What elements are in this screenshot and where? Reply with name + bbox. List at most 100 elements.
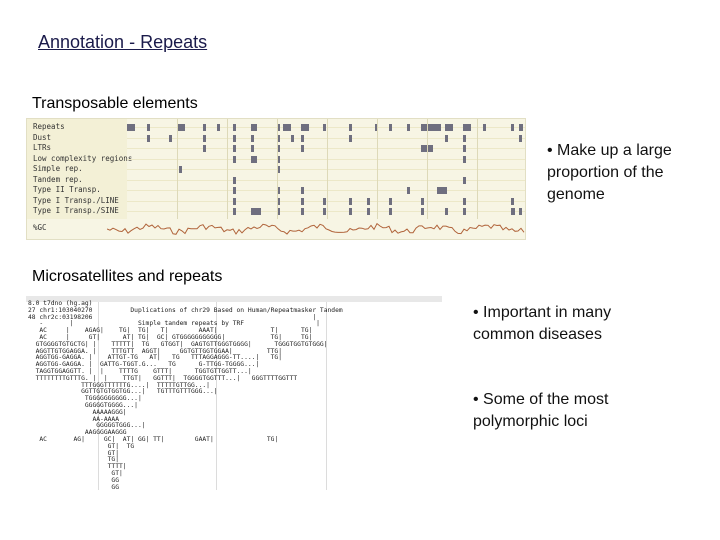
track-row <box>127 196 525 206</box>
track-row <box>127 122 525 132</box>
repeat-feature-block <box>277 187 280 194</box>
alignment-line: 27 chr1:103040270 Duplications of chr29 … <box>28 306 343 314</box>
repeat-feature-block <box>233 134 236 142</box>
repeat-feature-block <box>421 208 424 215</box>
track-grid-line <box>277 119 278 219</box>
repeat-feature-block <box>277 197 280 205</box>
track-row <box>127 154 525 164</box>
repeat-feature-block <box>217 124 220 131</box>
alignment-divider <box>326 302 327 490</box>
repeat-feature-block <box>301 145 304 152</box>
track-label-column <box>27 119 127 219</box>
bullet-line: proportion of the <box>547 164 664 181</box>
repeat-feature-block <box>291 134 294 142</box>
repeat-feature-block <box>127 124 135 131</box>
repeat-feature-block <box>519 134 522 142</box>
repeat-feature-block <box>233 145 236 152</box>
microsatellite-alignment-figure: 8.0 t7dno (hg.ag) 27 chr1:103040270 Dupli… <box>26 296 442 490</box>
track-label: Tandem rep. <box>33 174 83 184</box>
track-label: Type I Transp./LINE <box>33 195 119 205</box>
track-baseline <box>127 190 525 191</box>
repeat-feature-block <box>301 197 304 205</box>
alignment-line: AGGTTGTGGAGGA. | TTTGTT AGGT| GGTGTTGGTG… <box>28 347 283 355</box>
alignment-line: AC AG| GC| AT| GG| TT| GAAT| TG| <box>28 436 279 443</box>
repeat-feature-block <box>519 124 523 131</box>
alignment-line: AGGTGG-GAGGA. | ATTGT-TG AT| TG TTTAGGAG… <box>28 354 283 362</box>
repeat-feature-block <box>277 134 280 142</box>
track-grid-line <box>377 119 378 219</box>
repeat-feature-block <box>277 124 280 131</box>
alignment-line: GTGGGGTGTGCTG| | TTTTT| TG GTGGT| GAGTGT… <box>28 340 328 348</box>
track-label: Type I Transp./SINE <box>33 206 119 215</box>
repeat-feature-block <box>169 134 172 142</box>
repeat-feature-block <box>233 208 236 215</box>
repeat-feature-block <box>323 124 326 131</box>
repeat-feature-block <box>437 187 447 194</box>
repeat-feature-block <box>389 197 392 205</box>
repeat-feature-block <box>389 124 392 131</box>
repeat-feature-block <box>463 197 466 205</box>
repeat-feature-block <box>463 155 466 163</box>
alignment-line: TTTTTTTTGTTTG. | | TTGT| GGTTT| TGGGGTGG… <box>28 374 298 382</box>
repeat-feature-block <box>251 208 261 215</box>
alignment-line: AAAAAGGG| <box>28 408 127 416</box>
alignment-line: GT| TG <box>28 442 135 450</box>
repeat-feature-block <box>519 208 522 215</box>
track-baseline <box>127 127 525 128</box>
alignment-divider <box>98 302 99 490</box>
repeat-feature-block <box>463 134 466 142</box>
alignment-line: GGGGGTGGGG...| <box>28 402 138 409</box>
repeat-feature-block <box>147 134 150 142</box>
alignment-line: GT| <box>28 449 119 457</box>
track-baseline <box>127 179 525 181</box>
alignment-line: AAGGGGAAGGG <box>28 429 127 437</box>
alignment-line: AA-AAAA <box>28 415 119 423</box>
repeat-feature-block <box>277 145 280 152</box>
track-baseline <box>127 169 525 170</box>
track-grid-line <box>327 119 328 219</box>
repeat-feature-block <box>301 134 304 142</box>
bullet-common-diseases: • Important in many common diseases <box>473 302 673 346</box>
alignment-line: GGTTGTGTGGTGG...| TGTTTGTTTGGG...| <box>28 388 218 396</box>
repeat-feature-block <box>301 124 309 131</box>
alignment-line: TTTGGGTTTTTTG....| TTTTTGTTGG...| <box>28 381 210 389</box>
alignment-line: AC | GT| AT| TG| GC| GTGGGGGGGGGGG| TG| … <box>28 334 313 341</box>
repeat-feature-block <box>511 124 514 131</box>
repeat-feature-block <box>203 124 206 131</box>
track-grid-line <box>427 119 428 219</box>
slide-title: Annotation - Repeats <box>38 32 208 52</box>
track-row <box>127 133 525 143</box>
repeat-feature-block <box>407 124 410 131</box>
repeat-feature-block <box>233 155 236 163</box>
repeat-feature-block <box>407 187 410 194</box>
repeat-feature-block <box>483 124 486 131</box>
repeat-feature-block <box>463 208 466 215</box>
track-grid-line <box>177 119 178 219</box>
repeat-feature-block <box>277 208 280 215</box>
track-row <box>127 143 525 153</box>
repeat-feature-block <box>463 145 466 152</box>
bullet-line: polymorphic loci <box>473 413 588 430</box>
track-baseline <box>127 158 525 160</box>
repeat-feature-block <box>233 176 236 184</box>
alignment-header-bar <box>26 296 442 302</box>
repeat-feature-block <box>445 124 453 131</box>
repeat-feature-block <box>277 155 280 163</box>
alignment-line: GT| <box>28 470 123 477</box>
repeat-feature-block <box>203 134 206 142</box>
track-baseline <box>127 137 525 139</box>
repeat-feature-block <box>349 134 352 142</box>
repeat-feature-block <box>203 145 206 152</box>
bullet-line: • Make up a large <box>547 142 672 159</box>
track-label: Low complexity regions <box>33 153 133 163</box>
repeat-feature-block <box>349 208 352 215</box>
repeat-feature-block <box>251 155 257 163</box>
repeat-feature-block <box>323 208 326 215</box>
alignment-line: AGGTGG-GAGGA. | GATTG-TGGT.G... TG G-TTG… <box>28 361 260 369</box>
repeat-feature-block <box>367 197 370 205</box>
repeat-feature-block <box>283 124 291 131</box>
repeat-feature-block <box>445 208 448 215</box>
track-row <box>127 185 525 195</box>
alignment-line: TTTT| <box>28 463 127 471</box>
track-grid-line <box>477 119 478 219</box>
